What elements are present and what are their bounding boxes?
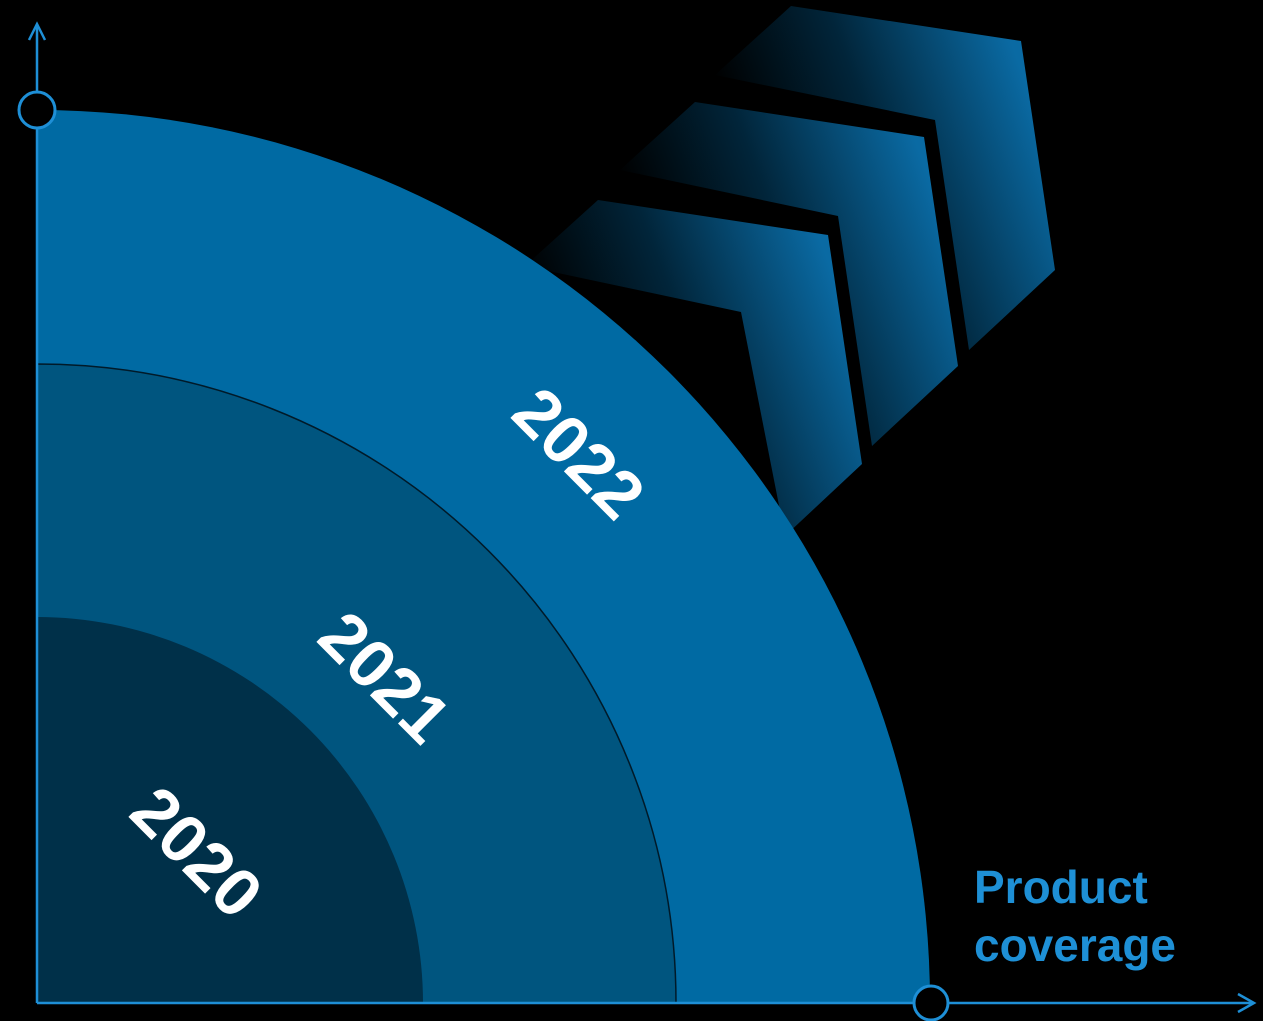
axes-group (17, 21, 1257, 1021)
x-axis-arrowhead (1237, 992, 1257, 1014)
y-axis-arrowhead (27, 21, 47, 41)
rings-group (36, 110, 930, 1004)
x-axis-label-line2: coverage (974, 919, 1177, 971)
x-axis-label: Product coverage (974, 858, 1176, 974)
x-axis-label-line1: Product (974, 861, 1148, 913)
ring-2020 (37, 617, 423, 1003)
x-axis-node-marker (912, 984, 950, 1021)
y-axis-node-marker (17, 90, 57, 130)
chevron-front (525, 200, 862, 536)
chevron-group (525, 6, 1055, 536)
chevron-back (715, 6, 1055, 350)
chevron-middle (620, 102, 958, 446)
